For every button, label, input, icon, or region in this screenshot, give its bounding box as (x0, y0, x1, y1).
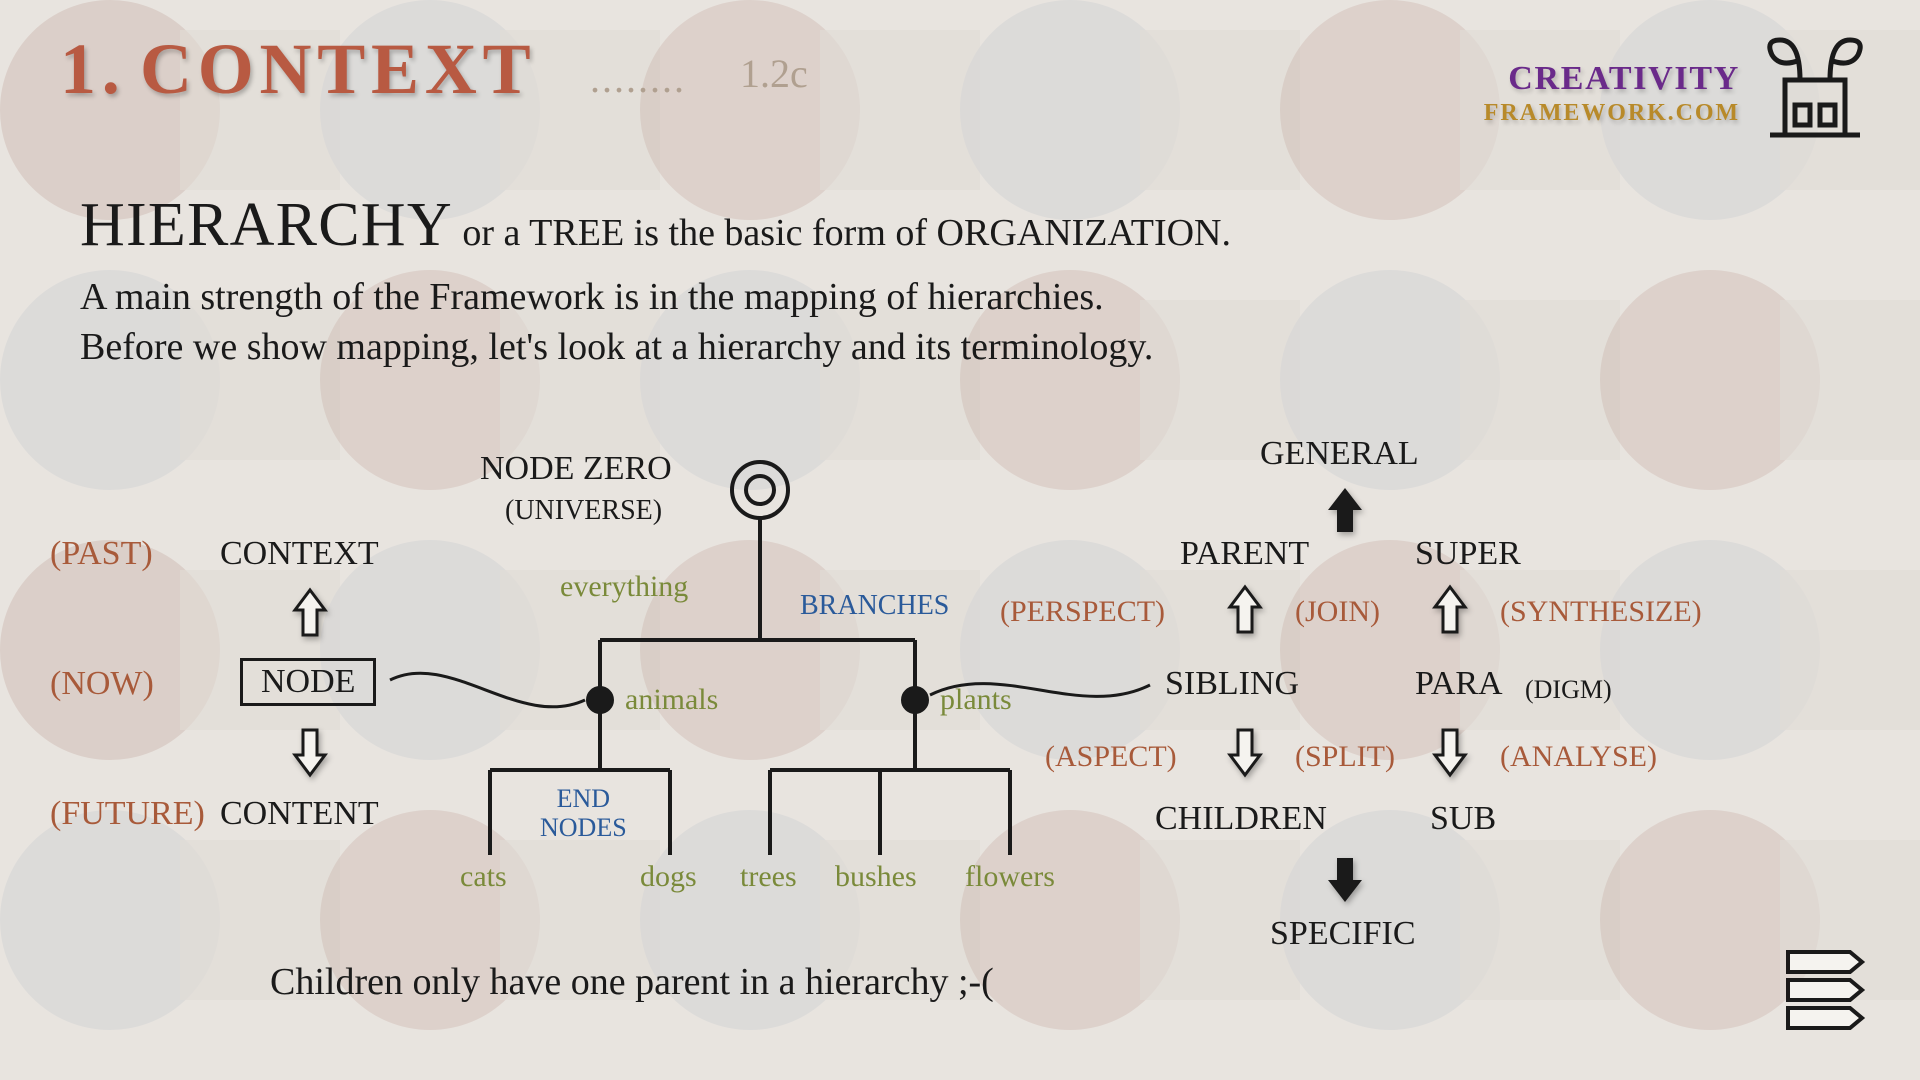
label-branches: BRANCHES (800, 590, 949, 622)
label-specific: SPECIFIC (1270, 915, 1416, 953)
arrow-down-outline3-icon (1430, 725, 1470, 780)
label-universe: (UNIVERSE) (505, 495, 662, 527)
leaf-bushes: bushes (835, 860, 917, 894)
leaf-flowers: flowers (965, 860, 1055, 894)
label-plants: plants (940, 683, 1012, 717)
footer-note: Children only have one parent in a hiera… (270, 960, 994, 1004)
leaf-dogs: dogs (640, 860, 697, 894)
label-everything: everything (560, 570, 688, 604)
stack-icon (1780, 940, 1870, 1040)
label-analyse: (ANALYSE) (1500, 740, 1657, 774)
arrow-up-outline3-icon (1430, 582, 1470, 637)
label-para: PARA (1415, 665, 1503, 703)
label-synthesize: (SYNTHESIZE) (1500, 595, 1702, 629)
label-parent: PARENT (1180, 535, 1309, 573)
label-general: GENERAL (1260, 435, 1419, 473)
arrow-down-outline2-icon (1225, 725, 1265, 780)
label-sub: SUB (1430, 800, 1496, 838)
label-super: SUPER (1415, 535, 1521, 573)
label-animals: animals (625, 683, 718, 717)
label-aspect: (ASPECT) (1045, 740, 1177, 774)
label-children: CHILDREN (1155, 800, 1327, 838)
label-end-nodes-1: END (540, 785, 627, 814)
arrow-down-filled-icon (1325, 855, 1365, 905)
label-perspect: (PERSPECT) (1000, 595, 1165, 629)
leaf-trees: trees (740, 860, 797, 894)
arrow-up-outline2-icon (1225, 582, 1265, 637)
arrow-up-filled-icon (1325, 485, 1365, 535)
label-split: (SPLIT) (1295, 740, 1395, 774)
tree-diagram (0, 0, 1920, 1080)
label-join: (JOIN) (1295, 595, 1380, 629)
label-sibling: SIBLING (1165, 665, 1299, 703)
label-node-zero: NODE ZERO (480, 450, 672, 488)
leaf-cats: cats (460, 860, 507, 894)
label-digm: (DIGM) (1525, 675, 1612, 705)
label-end-nodes-2: NODES (540, 814, 627, 843)
